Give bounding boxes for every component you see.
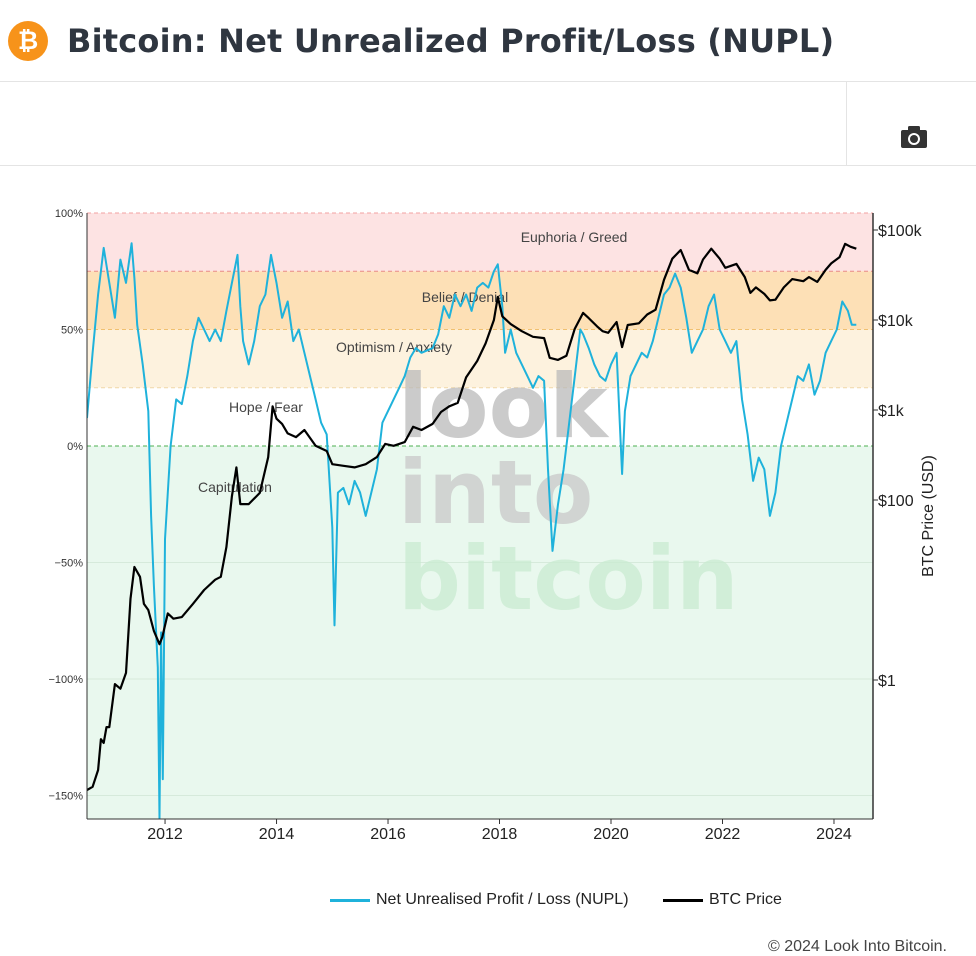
bitcoin-logo-icon: ₿ xyxy=(8,21,48,61)
y-tick-label: −100% xyxy=(48,674,83,686)
btc-price-line xyxy=(87,242,857,791)
legend-swatch-nupl xyxy=(330,899,370,902)
x-tick-label: 2018 xyxy=(482,826,518,843)
x-tick-label: 2014 xyxy=(259,826,295,843)
zone-label-4: Capitulation xyxy=(198,479,272,495)
camera-button[interactable] xyxy=(893,112,935,154)
chart-toolbar xyxy=(0,82,976,166)
y2-tick-label: $100k xyxy=(878,223,923,240)
y2-tick-label: $1k xyxy=(878,403,905,420)
zone-1 xyxy=(87,271,873,330)
y2-axis-title: BTC Price (USD) xyxy=(920,455,937,577)
y2-tick-label: $100 xyxy=(878,493,914,510)
y-tick-label: 100% xyxy=(55,208,83,220)
zone-label-0: Euphoria / Greed xyxy=(521,229,628,245)
toolbar-divider xyxy=(846,82,847,165)
y2-tick-label: $1 xyxy=(878,673,896,690)
legend-label-nupl: Net Unrealised Profit / Loss (NUPL) xyxy=(376,891,629,908)
zone-2 xyxy=(87,329,873,388)
x-tick-label: 2024 xyxy=(816,826,852,843)
y2-tick-label: $10k xyxy=(878,313,914,330)
gridlines-layer xyxy=(87,212,873,796)
y-tick-label: 0% xyxy=(67,441,83,453)
zone-label-2: Optimism / Anxiety xyxy=(336,339,452,355)
legend-label-btc-price: BTC Price xyxy=(709,891,782,908)
nupl-line xyxy=(87,242,857,819)
x-tick-label: 2022 xyxy=(705,826,741,843)
x-tick-label: 2020 xyxy=(593,826,629,843)
watermark-word-2: bitcoin xyxy=(398,527,739,630)
x-tick-label: 2016 xyxy=(370,826,406,843)
zone-4 xyxy=(87,446,873,819)
y-tick-label: −150% xyxy=(48,791,83,803)
header: ₿ Bitcoin: Net Unrealized Profit/Loss (N… xyxy=(0,0,976,82)
zone-0 xyxy=(87,213,873,272)
axes-layer: 100% 50% 0% −50% −100% −150% $100k $10k $1k $100 $… xyxy=(48,208,937,843)
y-tick-label: −50% xyxy=(55,558,84,570)
camera-icon xyxy=(901,126,927,148)
bitcoin-logo-glyph: ₿ xyxy=(17,26,39,55)
page-title: Bitcoin: Net Unrealized Profit/Loss (NUP… xyxy=(67,22,835,60)
zones-layer xyxy=(87,213,873,819)
legend-swatch-btc-price xyxy=(663,899,703,902)
zone-label-3: Hope / Fear xyxy=(229,399,303,415)
x-tick-label: 2012 xyxy=(147,826,183,843)
copyright-text: © 2024 Look Into Bitcoin. xyxy=(767,938,947,955)
series-layer xyxy=(87,242,857,819)
y-tick-label: 50% xyxy=(61,325,83,337)
